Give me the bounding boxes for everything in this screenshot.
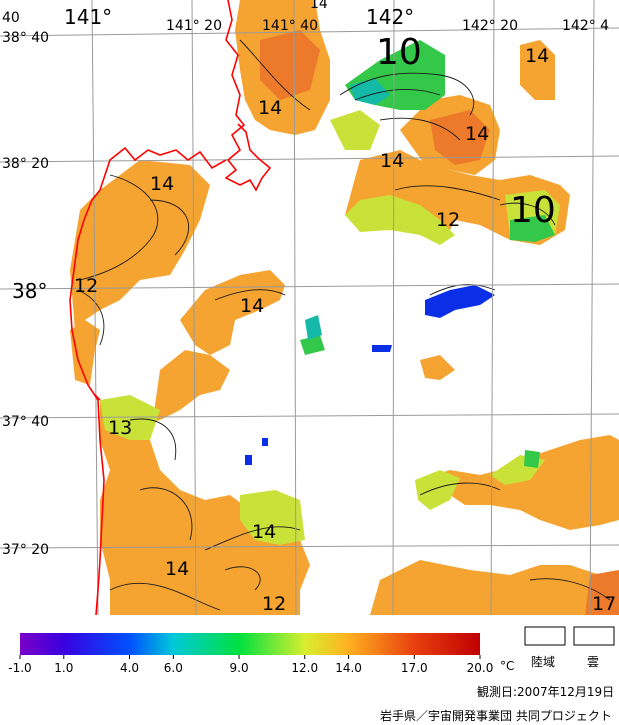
lat-lon-grid <box>0 0 619 616</box>
isotherm-label: 12 <box>74 275 98 297</box>
observation-date: 観測日:2007年12月19日 <box>477 685 614 699</box>
colorbar-tick-label: 6.0 <box>164 661 183 675</box>
top-isotherm-fragment: 14 <box>310 0 328 12</box>
isotherm-label: 14 <box>240 295 264 317</box>
lon-label-142-40: 142° 4 <box>562 18 609 34</box>
lon-label-141-20: 141° 20 <box>166 18 222 34</box>
lat-label-37-20: 37° 20 <box>2 542 49 558</box>
coastline <box>69 0 272 616</box>
isotherm-label: 17 <box>592 593 616 615</box>
corner-fragment: 40 <box>2 10 20 26</box>
colorbar-tick-label: 17.0 <box>401 661 428 675</box>
lat-label-38-20: 38° 20 <box>2 156 49 172</box>
isotherm-label: 12 <box>436 209 460 231</box>
colorbar-tick-label: 1.0 <box>54 661 73 675</box>
isotherm-label: 14 <box>258 97 282 119</box>
isotherm-label: 14 <box>380 150 404 172</box>
isotherm-label: 13 <box>108 417 132 439</box>
cloud-swatch <box>573 626 615 646</box>
colorbar-tick-label: 12.0 <box>291 661 318 675</box>
lon-label-141-40: 141° 40 <box>262 18 318 34</box>
sst-hot-areas <box>260 30 619 615</box>
colorbar-ticks: -1.0 1.0 4.0 6.0 9.0 12.0 14.0 17.0 20.0 <box>8 655 493 675</box>
colorbar-tick-label: -1.0 <box>8 661 31 675</box>
isotherm-label: 14 <box>465 123 489 145</box>
colorbar-unit: °C <box>500 659 514 673</box>
isotherm-label: 14 <box>252 521 276 543</box>
lat-label-37-40: 37° 40 <box>2 414 49 430</box>
lon-label-142-20: 142° 20 <box>462 18 518 34</box>
temperature-colorbar: -1.0 1.0 4.0 6.0 9.0 12.0 14.0 17.0 20.0 °C <box>8 633 514 675</box>
isotherm-label: 10 <box>510 190 556 231</box>
lat-label-38-40: 38° 40 <box>2 30 49 46</box>
sst-very-cold-areas <box>245 285 495 465</box>
colorbar-tick-label: 14.0 <box>335 661 362 675</box>
isotherm-label: 10 <box>376 32 422 73</box>
legend: 陸域 雲 <box>524 626 615 669</box>
isotherm-label: 14 <box>150 173 174 195</box>
lat-label-38: 38° <box>12 279 47 303</box>
isotherm-lines <box>77 39 611 611</box>
colorbar-tick-label: 4.0 <box>120 661 139 675</box>
isotherm-labels: 10 10 14 14 14 14 14 14 14 14 12 12 12 1… <box>74 32 616 615</box>
top-longitude-labels: 141° 141° 20 141° 40 142° 142° 20 142° 4… <box>64 0 609 34</box>
land-label: 陸域 <box>531 655 555 669</box>
left-latitude-labels: 40 38° 40 38° 20 38° 37° 40 37° 20 <box>2 10 49 558</box>
credit-text: 岩手県／宇宙開発事業団 共同プロジェクト <box>380 708 612 723</box>
colorbar-tick-label: 9.0 <box>230 661 249 675</box>
lon-label-141: 141° <box>64 5 112 29</box>
isotherm-label: 14 <box>165 558 189 580</box>
colorbar-tick-label: 20.0 <box>467 661 494 675</box>
lon-label-142: 142° <box>366 5 414 29</box>
isotherm-label: 12 <box>262 593 286 615</box>
colorbar-gradient <box>20 633 480 655</box>
isotherm-label: 14 <box>525 45 549 67</box>
cloud-label: 雲 <box>587 655 599 669</box>
land-swatch <box>524 626 566 646</box>
